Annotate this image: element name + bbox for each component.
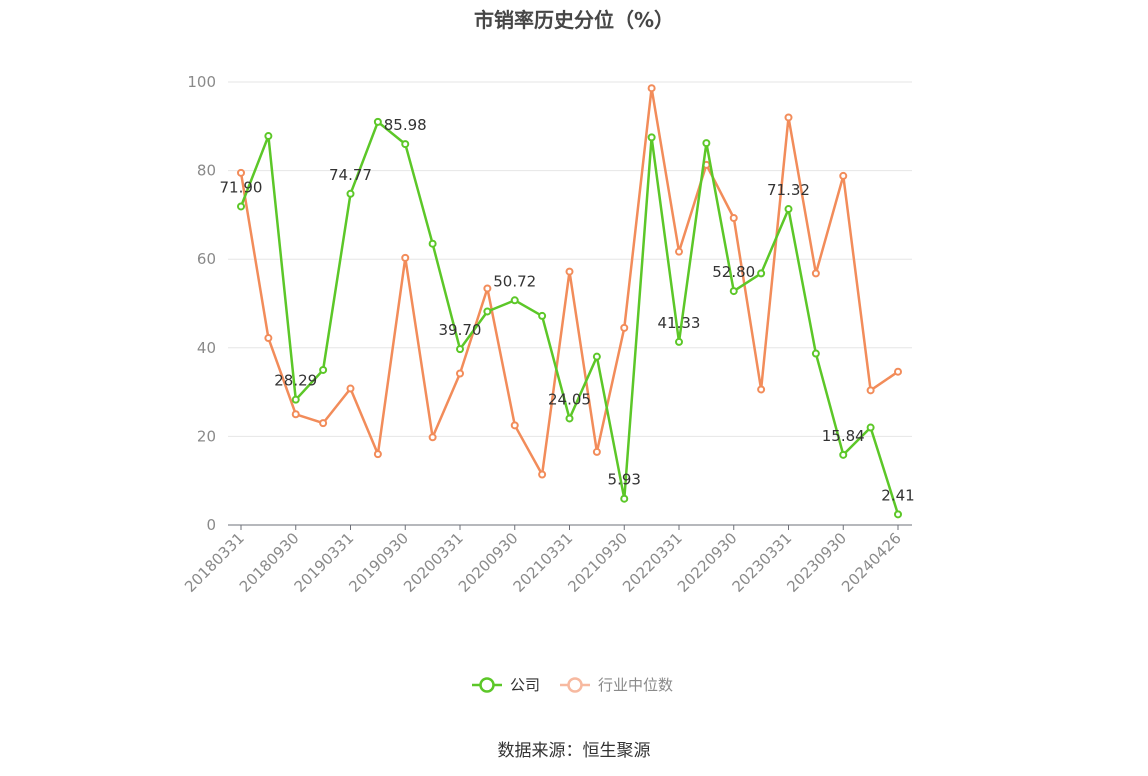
- data-point: [319, 365, 328, 374]
- data-point: [647, 84, 656, 93]
- data-point: [483, 307, 492, 316]
- data-point: [729, 214, 738, 223]
- data-point: [620, 323, 629, 332]
- data-point: [675, 247, 683, 256]
- data-label: 2.41: [881, 486, 914, 504]
- data-point: [456, 369, 464, 378]
- y-tick-label: 40: [197, 339, 216, 357]
- legend-marker: [567, 677, 583, 693]
- data-label: 5.93: [608, 471, 641, 489]
- data-point: [346, 384, 355, 393]
- data-point: [565, 414, 574, 423]
- data-point: [757, 385, 766, 394]
- data-point: [456, 345, 464, 354]
- y-tick-label: 80: [197, 162, 216, 180]
- data-point: [894, 510, 902, 519]
- data-point: [839, 450, 848, 459]
- data-point: [510, 296, 519, 305]
- legend-item-1: 行业中位数: [560, 676, 673, 694]
- data-label: 71.90: [220, 178, 263, 196]
- data-point: [346, 189, 355, 198]
- data-point: [784, 205, 793, 214]
- data-label: 15.84: [822, 427, 865, 445]
- data-label: 39.70: [439, 321, 482, 339]
- data-point: [428, 433, 437, 442]
- data-point: [373, 450, 382, 459]
- data-point: [483, 284, 492, 293]
- data-point: [538, 470, 547, 479]
- data-label: 28.29: [274, 372, 317, 390]
- x-axis: 2018033120180930201903312019093020200331…: [181, 524, 912, 596]
- data-point: [757, 269, 766, 278]
- x-tick-label: 20240426: [838, 529, 905, 596]
- data-point: [620, 494, 629, 503]
- data-label: 50.72: [493, 272, 536, 290]
- data-point: [538, 311, 547, 320]
- data-point: [811, 349, 820, 358]
- legend-label: 公司: [510, 676, 540, 694]
- data-labels: 71.90 28.29 74.77 85.98 39.70 50.72 24.05 5.93 4…: [220, 116, 915, 504]
- data-point: [866, 386, 875, 395]
- data-point: [264, 334, 273, 343]
- grid-lines: [228, 81, 912, 437]
- data-point: [866, 423, 875, 432]
- chart-title: 市销率历史分位（%）: [473, 8, 675, 32]
- data-point: [510, 421, 519, 430]
- data-point: [784, 113, 793, 122]
- data-label: 52.80: [712, 263, 755, 281]
- data-point: [675, 337, 683, 346]
- y-tick-label: 60: [197, 250, 216, 268]
- data-point: [894, 367, 902, 376]
- data-point: [702, 139, 711, 148]
- series-lines: [237, 84, 902, 519]
- data-point: [401, 253, 410, 262]
- legend-item-0: 公司: [472, 676, 540, 694]
- data-point: [237, 168, 245, 177]
- data-point: [592, 447, 601, 456]
- data-point: [264, 132, 273, 141]
- data-label: 41.33: [658, 314, 701, 332]
- data-point: [291, 395, 300, 404]
- data-label: 71.32: [767, 181, 810, 199]
- data-point: [647, 133, 656, 142]
- data-point: [428, 239, 437, 248]
- data-point: [592, 352, 601, 361]
- data-point: [373, 117, 382, 126]
- source-note: 数据来源：恒生聚源: [497, 741, 651, 761]
- data-point: [237, 202, 245, 211]
- y-axis-ticks: 0 20 40 60 80 100: [187, 73, 216, 534]
- y-tick-label: 0: [206, 516, 216, 534]
- data-point: [291, 410, 300, 419]
- data-point: [839, 171, 848, 180]
- legend-label: 行业中位数: [598, 676, 673, 694]
- y-tick-label: 20: [197, 427, 216, 445]
- y-tick-label: 100: [187, 73, 216, 91]
- data-point: [811, 269, 820, 278]
- data-label: 85.98: [384, 116, 427, 134]
- data-point: [401, 140, 410, 149]
- data-point: [565, 267, 574, 276]
- data-label: 24.05: [548, 390, 591, 408]
- data-point: [729, 287, 738, 296]
- data-label: 74.77: [329, 166, 372, 184]
- data-point: [319, 419, 328, 428]
- legend: 公司 行业中位数: [472, 676, 673, 694]
- legend-marker: [479, 677, 495, 693]
